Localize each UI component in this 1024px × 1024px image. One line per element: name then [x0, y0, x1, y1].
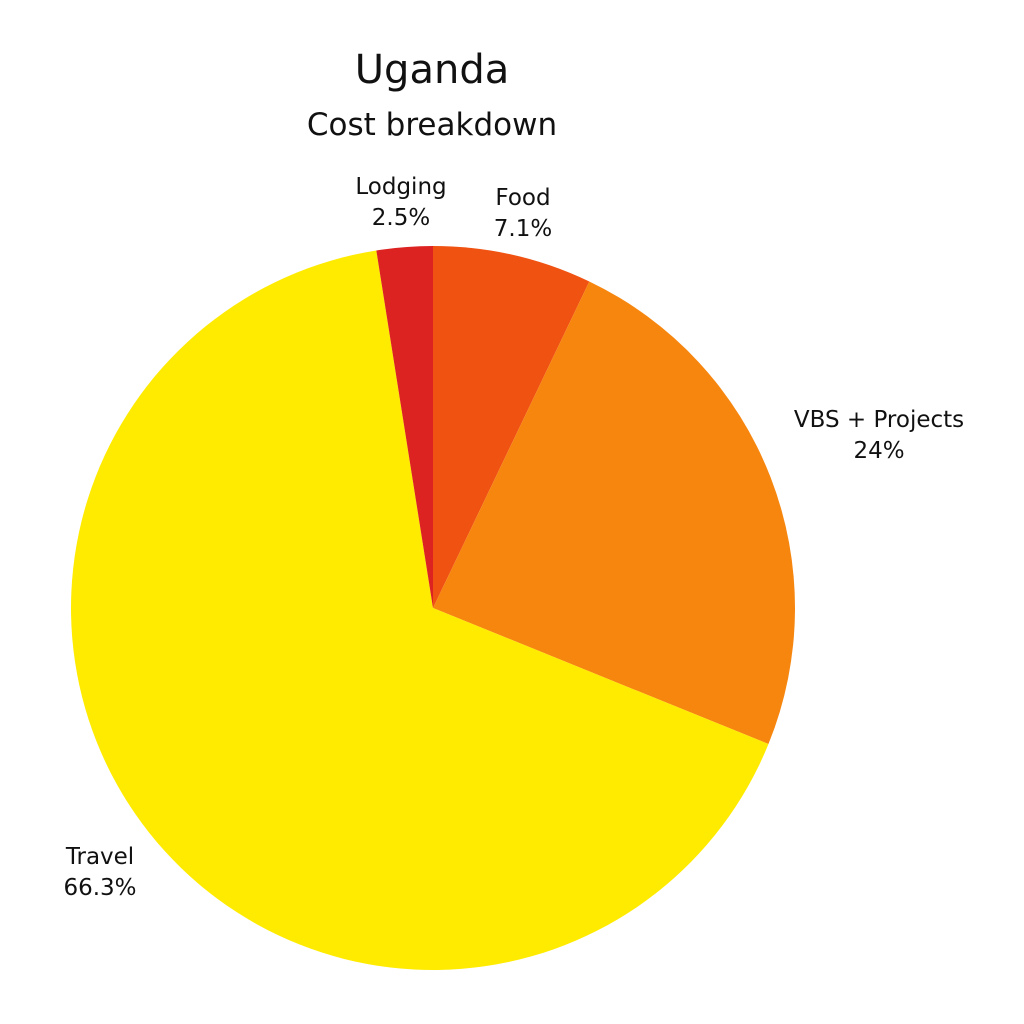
slice-value-label: 24%	[853, 438, 904, 464]
slice-label: Lodging 2.5%	[355, 174, 446, 231]
slice-category-label: Food	[495, 185, 550, 211]
slice-value-label: 7.1%	[494, 216, 552, 242]
slice-value-label: 2.5%	[372, 205, 430, 231]
slice-label: Food 7.1%	[494, 185, 552, 242]
slice-labels: Food 7.1% VBS + Projects 24% Travel 66.3% Lodg…	[63, 174, 964, 901]
slice-category-label: Travel	[65, 844, 134, 870]
chart-title: Uganda	[355, 47, 509, 93]
slice-category-label: VBS + Projects	[794, 407, 964, 433]
pie-slices	[71, 246, 796, 970]
chart-subtitle: Cost breakdown	[307, 107, 557, 143]
pie-slice-food	[433, 246, 590, 608]
pie-slice-vbs-projects	[433, 281, 796, 745]
slice-value-label: 66.3%	[63, 875, 136, 901]
slice-category-label: Lodging	[355, 174, 446, 200]
pie-slice-travel	[71, 250, 769, 970]
slice-label: Travel 66.3%	[63, 844, 136, 901]
slice-label: VBS + Projects 24%	[794, 407, 964, 464]
pie-slice-lodging	[376, 246, 433, 608]
